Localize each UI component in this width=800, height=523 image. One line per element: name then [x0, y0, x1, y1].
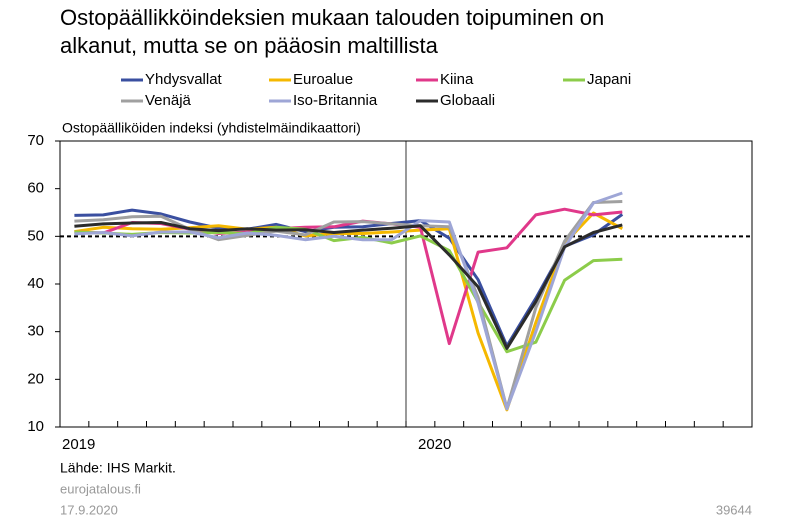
source: Lähde: IHS Markit.: [60, 460, 176, 476]
legend-label: Euroalue: [293, 71, 353, 88]
series-line: [74, 208, 624, 348]
y-tick-label: 70: [27, 132, 44, 149]
y-tick-label: 60: [27, 180, 44, 197]
chart-title: alkanut, mutta se on pääosin maltillista: [60, 33, 439, 58]
series-line: [74, 200, 623, 410]
legend-label: Iso-Britannia: [293, 92, 378, 109]
code: 39644: [716, 502, 752, 517]
legend-label: Globaali: [440, 92, 495, 109]
series-line: [74, 221, 623, 350]
y-tick-label: 20: [27, 370, 44, 387]
site: eurojatalous.fi: [60, 481, 141, 496]
legend-label: Venäjä: [145, 92, 192, 109]
x-tick-label: 2019: [62, 436, 95, 453]
y-tick-label: 50: [27, 227, 44, 244]
y-tick-label: 10: [27, 418, 44, 435]
legend-label: Kiina: [440, 71, 474, 88]
y-tick-label: 40: [27, 275, 44, 292]
x-tick-label: 2020: [418, 436, 451, 453]
series-line: [74, 191, 623, 411]
legend-label: Japani: [587, 71, 631, 88]
series-line: [74, 211, 624, 412]
legend-label: Yhdysvallat: [145, 71, 223, 88]
y-tick-label: 30: [27, 323, 44, 340]
y-axis-label: Ostopäälliköiden indeksi (yhdistelmäindi…: [62, 120, 361, 136]
chart-title: Ostopäällikköindeksien mukaan talouden t…: [60, 5, 604, 30]
date: 17.9.2020: [60, 502, 118, 517]
